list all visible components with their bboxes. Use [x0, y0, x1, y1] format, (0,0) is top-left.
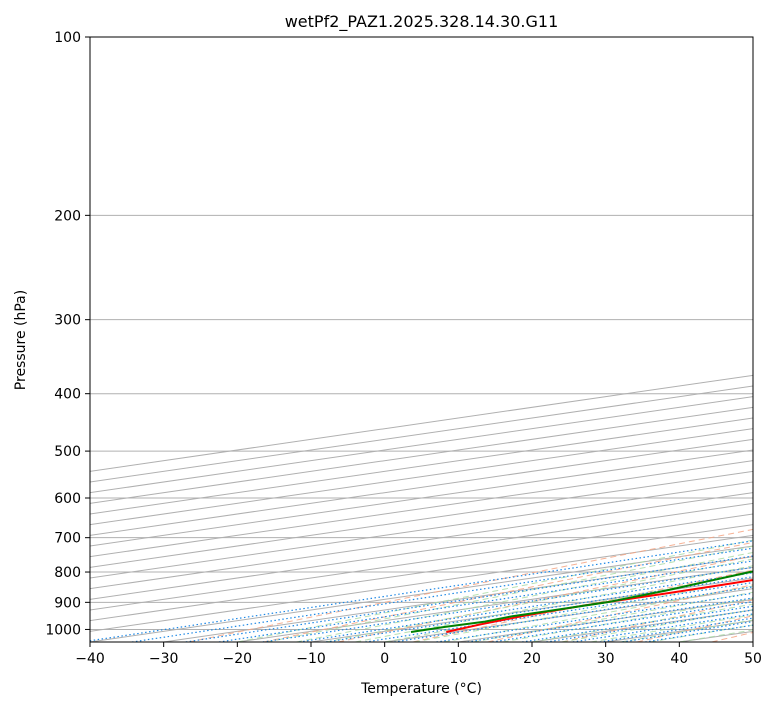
- x-tick-label: −40: [75, 651, 105, 667]
- isotherm-line: [90, 460, 753, 558]
- moist-adiabat: [502, 597, 753, 642]
- x-tick-label: 20: [523, 651, 541, 667]
- x-tick-label: 30: [597, 651, 615, 667]
- y-tick-label: 300: [54, 313, 81, 329]
- background-lines: [90, 37, 753, 642]
- y-tick-label: 600: [54, 491, 81, 507]
- x-tick-label: −30: [149, 651, 179, 667]
- y-axis-title: Pressure (hPa): [13, 290, 29, 390]
- isotherm-line: [90, 513, 753, 611]
- y-tick-label: 700: [54, 531, 81, 547]
- dry-adiabat: [338, 555, 753, 642]
- mixing-ratio-line: [131, 547, 753, 642]
- mixing-ratio-line: [599, 617, 753, 642]
- mixing-ratio-line: [185, 555, 753, 642]
- x-tick-label: 0: [380, 651, 389, 667]
- plot-frame: [89, 36, 754, 643]
- chart-title: wetPf2_PAZ1.2025.328.14.30.G11: [285, 12, 559, 32]
- y-tick-label: 500: [54, 444, 81, 460]
- isotherm-line: [90, 524, 753, 622]
- mixing-ratio-line: [90, 540, 753, 642]
- y-tick-label: 1000: [45, 622, 81, 638]
- mixing-ratio-line: [572, 613, 753, 642]
- mixing-ratio-line: [218, 560, 753, 642]
- y-tick-label: 100: [54, 30, 81, 46]
- y-tick-label: 900: [54, 595, 81, 611]
- x-tick-label: 50: [744, 651, 762, 667]
- x-tick-label: 40: [670, 651, 688, 667]
- x-tick-label: 10: [449, 651, 467, 667]
- isotherm-line: [90, 534, 753, 632]
- temperature-line: [446, 578, 753, 633]
- y-tick-label: 200: [54, 208, 81, 224]
- isotherm-line: [90, 470, 753, 568]
- mixing-ratio-line: [262, 566, 753, 642]
- axes: −40 −30 −20 −10 0 10 20 30 40 50 100 200 300 400 500 60…: [45, 30, 762, 667]
- x-axis-title: Temperature (°C): [360, 681, 482, 697]
- isotherm-line: [90, 492, 753, 590]
- isotherm-line: [90, 481, 753, 579]
- moist-adiabat: [325, 558, 753, 642]
- y-tick-label: 400: [54, 387, 81, 403]
- dry-adiabat: [188, 528, 753, 642]
- y-tick-label: 800: [54, 565, 81, 581]
- x-tick-label: −20: [223, 651, 253, 667]
- x-tick-label: −10: [296, 651, 326, 667]
- isotherm-line: [90, 449, 753, 547]
- isotherm-line: [90, 502, 753, 600]
- mixing-ratio-line: [546, 609, 753, 642]
- isotherm-line: [752, 641, 753, 642]
- mixing-ratio-line: [522, 605, 753, 642]
- dry-adiabat: [412, 569, 753, 642]
- profile-lines: [410, 570, 753, 633]
- dewpoint-line: [410, 570, 753, 633]
